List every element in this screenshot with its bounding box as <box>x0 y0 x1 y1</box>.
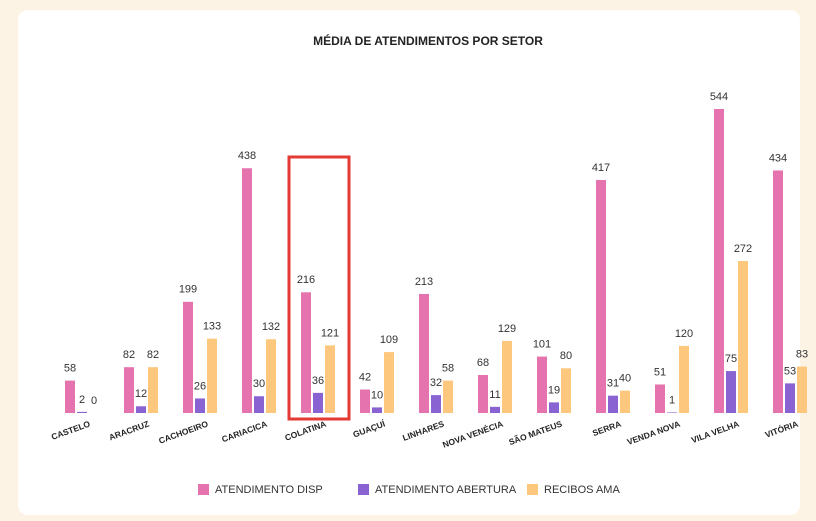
value-label: 82 <box>123 349 135 361</box>
value-label: 434 <box>769 152 787 164</box>
value-label: 216 <box>297 274 315 286</box>
value-label: 121 <box>321 327 339 339</box>
legend-label: ATENDIMENTO DISP <box>215 484 323 496</box>
bar <box>254 396 264 413</box>
bar <box>561 368 571 413</box>
bar <box>124 367 134 413</box>
value-label: 75 <box>725 353 737 365</box>
value-label: 51 <box>654 366 666 378</box>
bar <box>797 366 807 413</box>
value-label: 32 <box>430 377 442 389</box>
value-label: 58 <box>442 362 454 374</box>
value-label: 544 <box>710 91 728 103</box>
value-label: 109 <box>380 334 398 346</box>
value-label: 213 <box>415 276 433 288</box>
bar <box>443 380 453 413</box>
value-label: 53 <box>784 365 796 377</box>
bar <box>490 406 500 413</box>
bar <box>596 179 606 413</box>
bar <box>502 340 512 413</box>
value-label: 58 <box>64 362 76 374</box>
bar <box>785 383 795 413</box>
value-label: 31 <box>607 378 619 390</box>
legend-label: RECIBOS AMA <box>544 484 620 496</box>
value-label: 68 <box>477 357 489 369</box>
value-label: 26 <box>194 380 206 392</box>
value-label: 0 <box>91 395 97 407</box>
bar <box>301 292 311 413</box>
value-label: 199 <box>179 284 197 296</box>
value-label: 42 <box>359 371 371 383</box>
bar <box>714 109 724 413</box>
value-label: 36 <box>312 375 324 387</box>
bar <box>549 402 559 413</box>
bar <box>207 338 217 413</box>
value-label: 132 <box>262 321 280 333</box>
bar <box>738 261 748 413</box>
value-label: 40 <box>619 373 631 385</box>
value-label: 438 <box>238 150 256 162</box>
value-label: 19 <box>548 384 560 396</box>
chart-title: MÉDIA DE ATENDIMENTOS POR SETOR <box>313 33 543 48</box>
value-label: 80 <box>560 350 572 362</box>
value-label: 11 <box>489 389 500 401</box>
legend-label: ATENDIMENTO ABERTURA <box>375 484 517 496</box>
bar <box>360 389 370 413</box>
bar <box>183 301 193 413</box>
bar <box>655 384 665 413</box>
bar <box>620 390 630 413</box>
bar <box>136 406 146 413</box>
bar <box>325 345 335 413</box>
bar <box>77 411 87 413</box>
bar <box>726 371 736 413</box>
bar <box>537 356 547 413</box>
bar <box>313 392 323 413</box>
bar <box>372 407 382 413</box>
bar <box>384 352 394 413</box>
bar <box>608 395 618 413</box>
value-label: 120 <box>675 328 693 340</box>
value-label: 30 <box>253 378 265 390</box>
legend-swatch <box>527 484 538 495</box>
value-label: 10 <box>371 389 383 401</box>
value-label: 101 <box>533 338 551 350</box>
bar <box>431 395 441 413</box>
value-label: 272 <box>734 243 752 255</box>
value-label: 133 <box>203 321 221 333</box>
bar <box>266 339 276 413</box>
value-label: 129 <box>498 323 516 335</box>
bar <box>242 168 252 413</box>
value-label: 12 <box>135 388 147 400</box>
bar <box>773 170 783 413</box>
bar <box>65 380 75 413</box>
legend-swatch <box>358 484 369 495</box>
value-label: 2 <box>79 394 85 406</box>
bar <box>478 375 488 413</box>
value-label: 82 <box>147 349 159 361</box>
value-label: 83 <box>796 349 808 361</box>
value-label: 1 <box>669 394 675 406</box>
value-label: 417 <box>592 162 610 174</box>
bar <box>419 293 429 413</box>
highlight-box <box>287 155 351 421</box>
bar <box>148 367 158 413</box>
bar <box>679 345 689 413</box>
bar <box>667 412 677 413</box>
bar <box>195 398 205 413</box>
legend-swatch <box>198 484 209 495</box>
